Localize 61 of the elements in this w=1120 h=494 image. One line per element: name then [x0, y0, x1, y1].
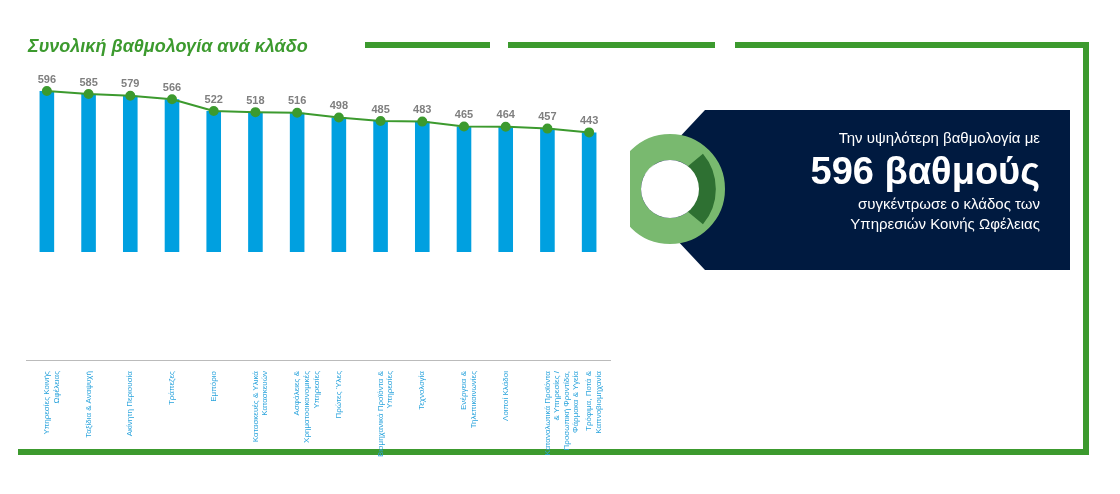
- data-label: 516: [287, 94, 307, 107]
- point: [500, 121, 511, 132]
- point: [292, 107, 303, 118]
- x-tick-label: Ασφάλειες & Χρηματοοικονομικές Υπηρεσίες: [292, 370, 321, 443]
- point: [41, 86, 52, 97]
- text: συγκέντρωσε ο κλάδος των: [857, 194, 1040, 214]
- text: Την υψηλότερη βαθμολογία με: [837, 128, 1040, 148]
- point: [333, 112, 344, 123]
- bar: [581, 132, 597, 253]
- data-label: 566: [162, 80, 182, 93]
- point: [167, 94, 177, 105]
- point: [208, 106, 219, 117]
- data-label: 457: [538, 110, 557, 123]
- data-label: 465: [454, 107, 474, 120]
- data-label: 498: [329, 99, 349, 112]
- x-tick-label: Καταναλωτικά Προϊόντα & Υπηρεσίες / Προσωπική Φροντίδα, Φάρμακα & Υγεία: [542, 370, 581, 456]
- x-tick-label: Πρώτες Ύλες: [334, 370, 344, 419]
- bar: [456, 126, 472, 253]
- bar: [164, 99, 180, 253]
- point: [125, 90, 136, 101]
- bar: [540, 128, 555, 253]
- text: Υπηρεσιών Κοινής Ωφέλειας: [849, 214, 1040, 234]
- chart-title: Συνολική βαθμολογία ανά κλάδο: [28, 36, 308, 57]
- data-label: 443: [579, 113, 599, 126]
- bar: [414, 121, 430, 253]
- x-tick-label: Εμπόριο: [208, 370, 218, 402]
- x-tick-label: Κατασκευές & Υλικά Κατασκευών: [250, 370, 270, 443]
- data-label: 579: [121, 77, 140, 90]
- bar: [289, 112, 305, 253]
- data-label: 518: [246, 93, 265, 106]
- point: [375, 116, 386, 127]
- x-tick-label: Βιομηχανικά Προϊόντα & Υπηρεσίες: [375, 370, 395, 458]
- data-label: 522: [204, 92, 223, 105]
- data-label: 596: [37, 72, 57, 85]
- point: [250, 107, 261, 118]
- bar: [248, 112, 263, 253]
- bar: [331, 117, 347, 253]
- bar: [373, 121, 388, 253]
- point: [459, 121, 469, 132]
- x-tick-label: Ταξίδια & Αναψυχή: [83, 371, 93, 438]
- x-tick-label: Τράπεζες: [167, 370, 177, 406]
- x-tick-label: Ακίνητη Περιουσία: [125, 370, 135, 437]
- bar: [81, 94, 96, 253]
- bar: [39, 91, 55, 253]
- x-tick-label: Τεχνολογία: [417, 370, 427, 410]
- data-label: 483: [413, 103, 432, 116]
- text: 596 βαθμούς: [809, 149, 1040, 194]
- x-tick-label: Τρόφιμα, Ποτά & Καπνοβιομηχανία: [584, 370, 603, 434]
- x-tick-label: Ενέργεια & Τηλεπικοινωνίες: [459, 370, 478, 429]
- x-tick-label: Λοιποί Κλάδοι: [500, 370, 510, 421]
- data-label: 485: [371, 102, 390, 115]
- point: [584, 127, 595, 138]
- x-tick-label: Υπηρεσίες Κοινής Ωφέλειας: [42, 370, 61, 435]
- point: [542, 123, 553, 134]
- data-label: 585: [79, 75, 98, 88]
- point: [417, 116, 428, 127]
- point: [83, 89, 94, 100]
- bar: [206, 111, 222, 253]
- bar: [498, 126, 514, 253]
- data-label: 464: [496, 108, 516, 121]
- bar: [122, 95, 138, 253]
